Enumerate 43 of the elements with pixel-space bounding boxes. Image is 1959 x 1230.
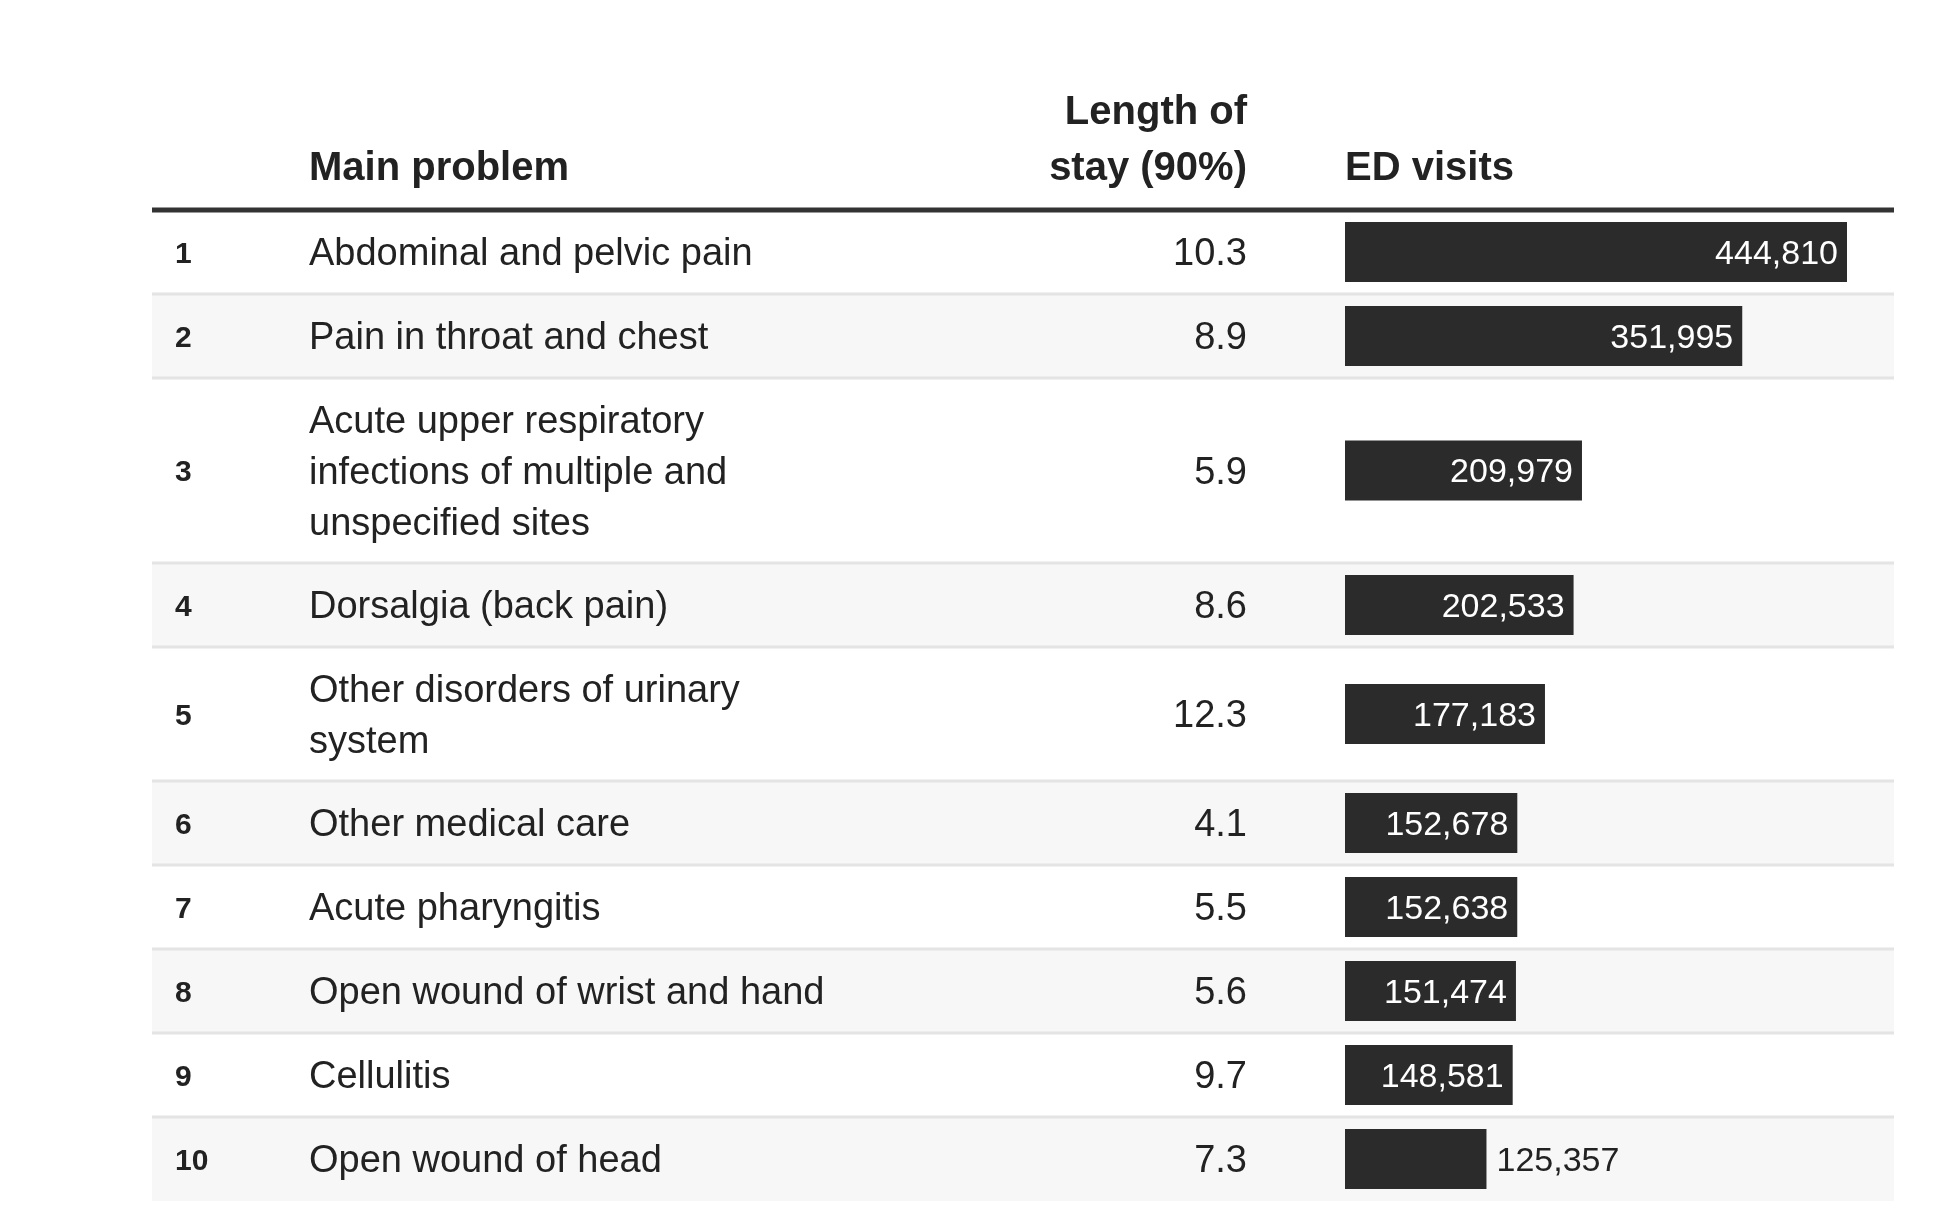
y-tick-label: Other medical care [309,802,631,845]
text: 12.3 [1173,693,1247,736]
y-tick-label: Abdominal and pelvic pain [309,231,753,274]
data-label: 125,357 [1496,1139,1620,1178]
y-axis-title: Main problem [309,144,570,188]
text: 7.3 [1194,1138,1247,1181]
data-label: 202,533 [1441,585,1565,624]
y-tick-label: Other disorders of urinary system [309,667,740,761]
text: 5.5 [1194,886,1247,929]
text: 8.6 [1194,584,1247,627]
data-label: 148,581 [1380,1055,1504,1094]
text: Length of stay (90%) [1049,88,1248,188]
series-label: ED visits [1345,144,1514,188]
y-tick-label: Acute upper respiratory infections of multiple and unspecified sites [309,398,728,543]
text: 3 [175,454,192,487]
y-tick-label: Open wound of head [309,1138,662,1181]
text: 5.9 [1194,449,1247,492]
data-label: 152,638 [1385,887,1509,926]
data-label: 152,678 [1385,803,1509,842]
data-label: 351,995 [1610,316,1734,355]
text: 8 [175,974,192,1008]
text: 4.1 [1194,802,1247,845]
text: 10 [175,1142,209,1176]
y-tick-label: Cellulitis [309,1054,451,1097]
data-label: 209,979 [1450,451,1573,490]
text: 5 [175,697,192,731]
text: 2 [175,319,192,353]
y-tick-label: Acute pharyngitis [309,886,601,929]
text: 9 [175,1058,192,1092]
data-label: 444,810 [1715,232,1838,271]
data-label: 151,474 [1384,971,1507,1010]
text: 4 [175,588,192,622]
text: 9.7 [1194,1054,1247,1097]
data-label: 177,183 [1413,694,1536,733]
text: 6 [175,806,192,840]
text: 1 [175,235,192,269]
text: 7 [175,890,192,924]
text: 8.9 [1194,315,1247,358]
y-tick-label: Dorsalgia (back pain) [309,584,669,627]
text: 10.3 [1173,231,1247,274]
y-tick-label: Pain in throat and chest [309,315,709,358]
y-tick-label: Open wound of wrist and hand [309,970,825,1013]
text: 5.6 [1194,970,1247,1013]
